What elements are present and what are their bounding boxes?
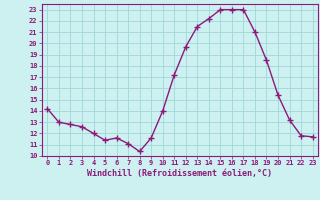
X-axis label: Windchill (Refroidissement éolien,°C): Windchill (Refroidissement éolien,°C): [87, 169, 273, 178]
